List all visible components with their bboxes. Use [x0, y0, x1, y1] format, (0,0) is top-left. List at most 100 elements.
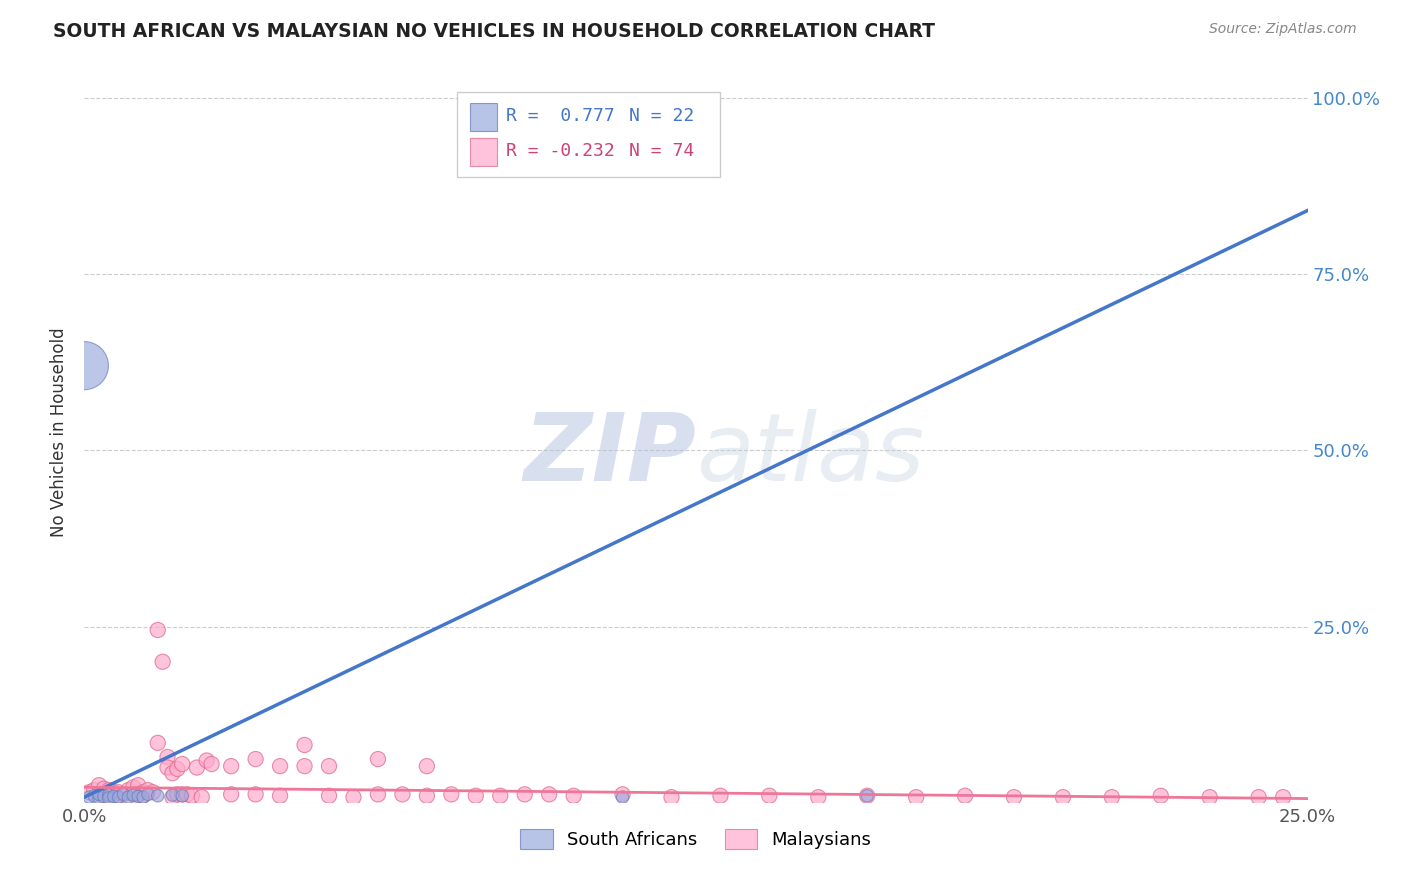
Point — [200, 757, 222, 772]
Point — [367, 788, 389, 802]
Point — [1198, 790, 1220, 805]
Point — [294, 759, 316, 773]
Point — [146, 623, 169, 637]
Point — [856, 789, 879, 803]
Point — [87, 790, 110, 805]
Point — [464, 119, 486, 133]
Point — [117, 783, 139, 797]
Point — [136, 783, 159, 797]
Text: ZIP: ZIP — [523, 409, 696, 500]
Text: N = 22: N = 22 — [628, 107, 695, 125]
Point — [77, 790, 100, 805]
Point — [172, 757, 194, 772]
Point — [245, 752, 267, 766]
Point — [1150, 789, 1173, 803]
Point — [162, 766, 184, 780]
Point — [294, 738, 316, 752]
Point — [162, 790, 184, 805]
Point — [219, 759, 242, 773]
Point — [132, 785, 155, 799]
Point — [612, 790, 634, 805]
Point — [73, 359, 96, 373]
Point — [905, 790, 928, 805]
Point — [245, 788, 267, 802]
Point — [709, 789, 731, 803]
Point — [172, 788, 194, 802]
Point — [186, 760, 208, 774]
Point — [166, 762, 188, 776]
Point — [132, 789, 155, 803]
Point — [416, 759, 439, 773]
Point — [156, 750, 179, 764]
Point — [219, 788, 242, 802]
Point — [127, 788, 149, 802]
Point — [107, 785, 129, 799]
Point — [856, 789, 879, 803]
Point — [97, 790, 120, 805]
Point — [195, 754, 218, 768]
Point — [538, 788, 561, 802]
Point — [97, 788, 120, 802]
Text: atlas: atlas — [696, 409, 924, 500]
Point — [1002, 790, 1025, 805]
Point — [127, 789, 149, 804]
Point — [146, 736, 169, 750]
Point — [269, 789, 291, 803]
Point — [318, 759, 340, 773]
Point — [156, 760, 179, 774]
Point — [953, 789, 976, 803]
Point — [103, 785, 125, 799]
Point — [342, 790, 364, 805]
Point — [132, 790, 155, 805]
Point — [1247, 790, 1270, 805]
Point — [172, 789, 194, 803]
Point — [87, 778, 110, 792]
Point — [107, 790, 129, 805]
Point — [1272, 790, 1295, 805]
Text: R = -0.232: R = -0.232 — [506, 142, 614, 160]
Point — [1101, 790, 1123, 805]
Point — [489, 789, 512, 803]
Point — [112, 788, 135, 802]
Point — [93, 781, 115, 796]
Point — [146, 789, 169, 803]
Point — [269, 759, 291, 773]
Y-axis label: No Vehicles in Household: No Vehicles in Household — [51, 327, 69, 538]
Point — [87, 788, 110, 802]
Point — [122, 780, 145, 795]
Point — [176, 788, 198, 802]
Point — [807, 790, 830, 805]
FancyBboxPatch shape — [470, 103, 496, 131]
Text: SOUTH AFRICAN VS MALAYSIAN NO VEHICLES IN HOUSEHOLD CORRELATION CHART: SOUTH AFRICAN VS MALAYSIAN NO VEHICLES I… — [53, 22, 935, 41]
Point — [162, 788, 184, 802]
Point — [136, 788, 159, 802]
Point — [77, 785, 100, 799]
Point — [416, 789, 439, 803]
Point — [758, 789, 780, 803]
Point — [122, 788, 145, 802]
Point — [97, 783, 120, 797]
Point — [83, 783, 105, 797]
Text: N = 74: N = 74 — [628, 142, 695, 160]
Point — [122, 788, 145, 802]
Point — [93, 789, 115, 804]
Point — [107, 789, 129, 803]
FancyBboxPatch shape — [457, 92, 720, 178]
Point — [181, 789, 204, 803]
Point — [97, 788, 120, 802]
Text: R =  0.777: R = 0.777 — [506, 107, 614, 125]
Point — [117, 790, 139, 805]
Point — [1052, 790, 1074, 805]
Point — [191, 790, 214, 805]
Point — [93, 790, 115, 805]
Point — [391, 788, 413, 802]
Point — [83, 789, 105, 803]
Point — [367, 752, 389, 766]
Legend: South Africans, Malaysians: South Africans, Malaysians — [513, 822, 879, 856]
Point — [166, 788, 188, 802]
Point — [562, 789, 585, 803]
Point — [318, 789, 340, 803]
Point — [513, 788, 536, 802]
Point — [152, 655, 174, 669]
Point — [112, 788, 135, 802]
